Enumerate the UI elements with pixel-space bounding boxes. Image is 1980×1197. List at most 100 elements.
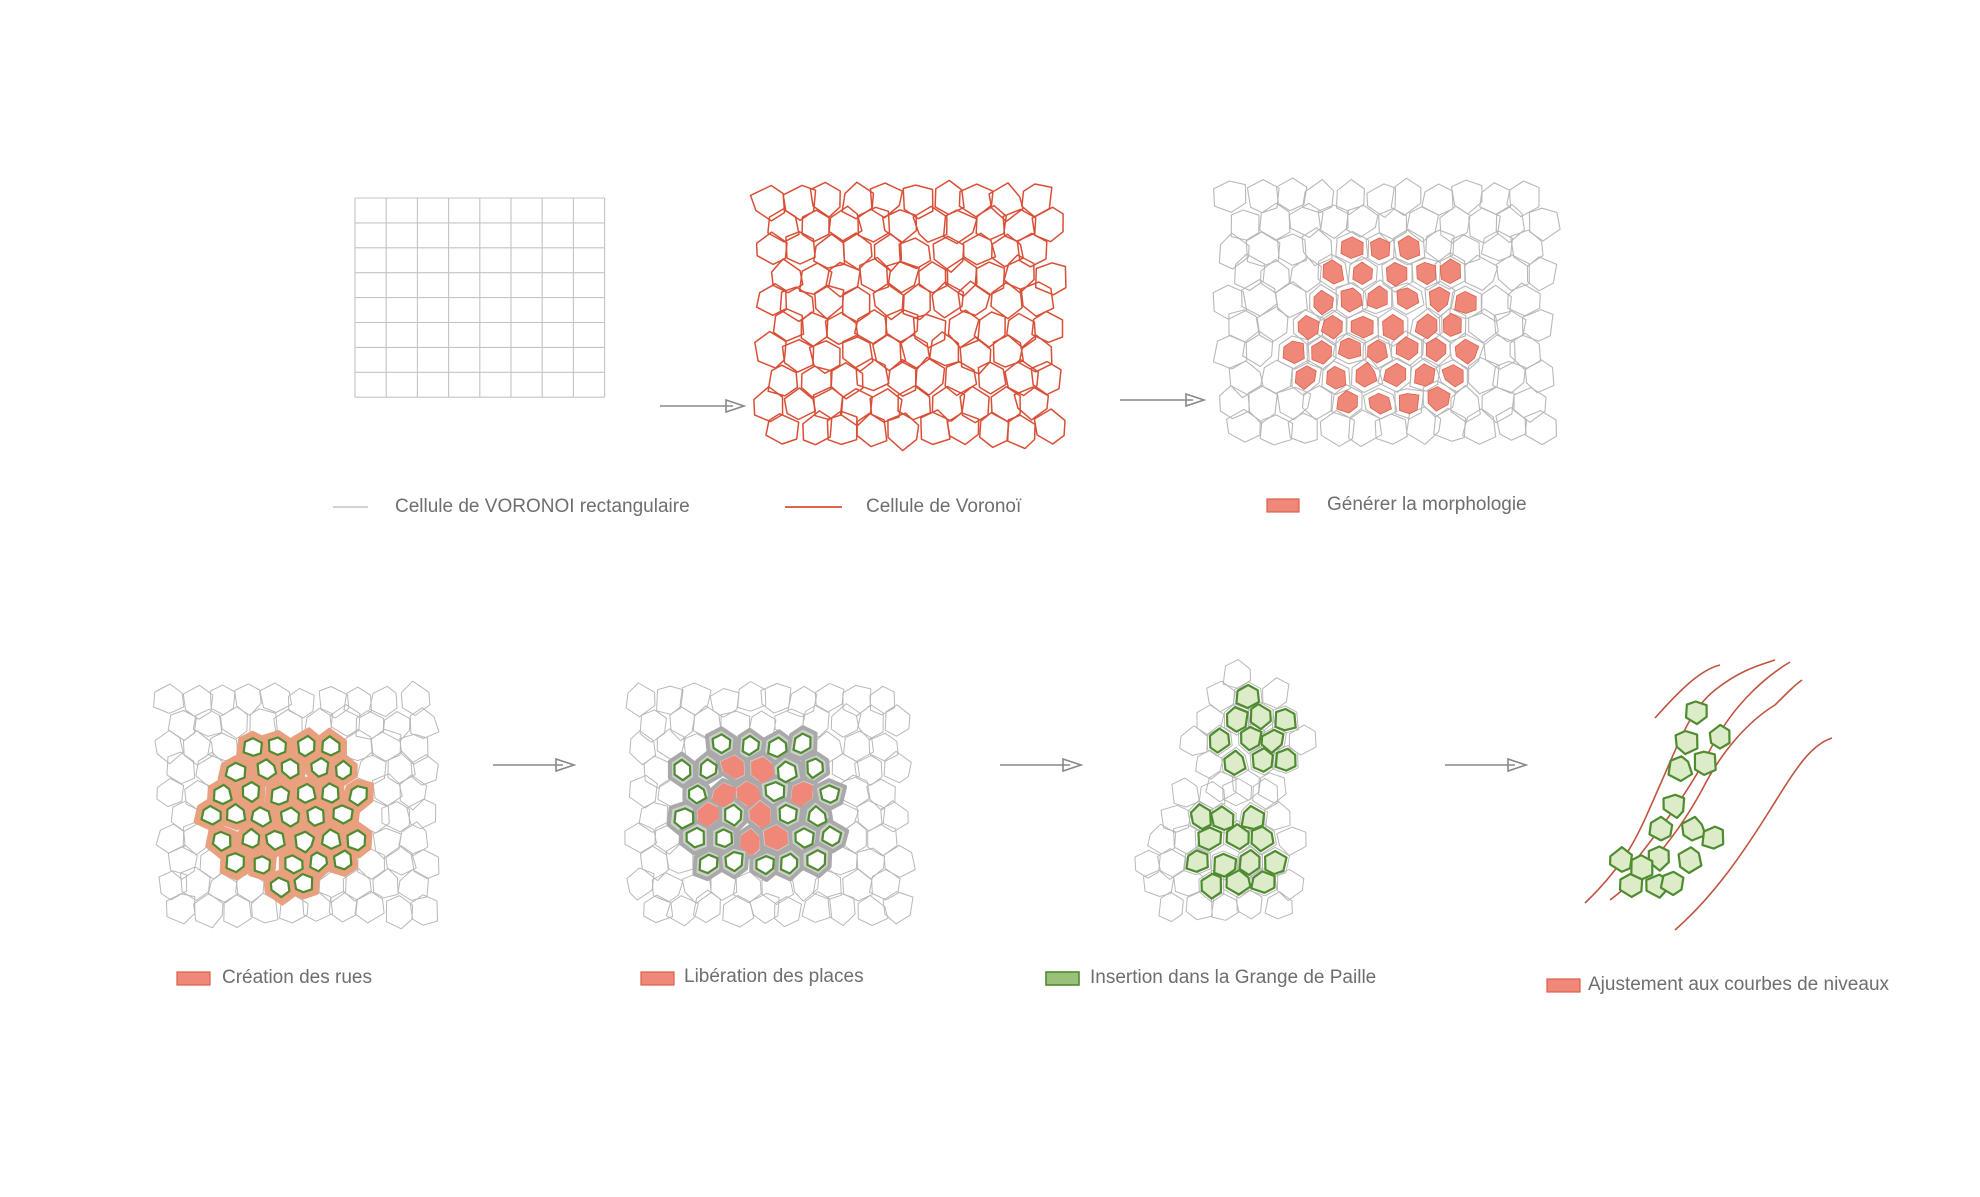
green-building-blocks [1185, 683, 1297, 900]
voronoi-cell [781, 338, 815, 373]
voronoi-cell [802, 410, 833, 446]
voronoi-cell [856, 800, 886, 832]
building-block [1223, 749, 1247, 776]
voronoi-cell [991, 233, 1024, 268]
building-block [794, 827, 815, 849]
legend-insertion: Insertion dans la Grange de Paille [1045, 967, 1376, 988]
building-block [1251, 746, 1275, 773]
building-block [807, 805, 828, 828]
voronoi-cell [372, 827, 402, 860]
voronoi-cell [397, 869, 429, 901]
voronoi-cell [974, 261, 1006, 296]
legend-label: Cellule de VORONOI rectangulaire [395, 496, 690, 517]
morphology-cell [1428, 286, 1451, 313]
voronoi-cell [1302, 178, 1335, 214]
building-block [1185, 849, 1209, 873]
panel-rectangular-grid [354, 197, 606, 398]
voronoi-cell [1031, 310, 1064, 344]
voronoi-cell [853, 309, 888, 345]
voronoi-cell [749, 892, 780, 924]
morphology-cell [1366, 285, 1388, 310]
faint-voronoi-clusters [1134, 659, 1317, 922]
arrow-right-icon [660, 398, 747, 414]
voronoi-cell [369, 685, 398, 718]
voronoi-cell [1495, 406, 1528, 441]
voronoi-cell [883, 844, 916, 878]
voronoi-cell [370, 728, 402, 762]
voronoi-cell [354, 890, 385, 924]
building-block [1647, 845, 1670, 872]
voronoi-cell [385, 845, 417, 876]
morphology-cell [1383, 362, 1407, 388]
voronoi-cell [1513, 386, 1547, 423]
rectangular-grid [354, 197, 606, 398]
voronoi-cell [1013, 386, 1050, 421]
arrow-right-icon [1000, 757, 1084, 773]
legend-label: Insertion dans la Grange de Paille [1090, 967, 1376, 988]
voronoi-cell [1242, 330, 1274, 368]
building-block [1659, 870, 1685, 897]
voronoi-cell [1348, 409, 1383, 448]
building-block [699, 758, 718, 780]
building-block [776, 760, 798, 784]
voronoi-cell [842, 868, 873, 902]
voronoi-cell [381, 801, 410, 833]
voronoi-cell [1315, 309, 1348, 346]
voronoi-cell [1335, 178, 1365, 215]
voronoi-cell [1317, 253, 1350, 291]
building-block [200, 804, 222, 826]
voronoi-cell [975, 204, 1007, 241]
voronoi-cell [1289, 256, 1322, 293]
voronoi-cell [801, 209, 830, 243]
voronoi-cell [1179, 725, 1209, 756]
legend-contours: Ajustement aux courbes de niveaux [1546, 974, 1890, 995]
voronoi-cell [1495, 204, 1525, 244]
voronoi-cell [1449, 332, 1485, 371]
voronoi-cell [318, 686, 350, 719]
voronoi-cell [957, 280, 991, 317]
building-block [755, 854, 775, 876]
voronoi-cell [814, 682, 845, 713]
voronoi-cell [207, 732, 239, 762]
legend-swatch-salmon [1266, 498, 1300, 513]
legend-label: Ajustement aux courbes de niveaux [1588, 974, 1890, 995]
building-block [1701, 825, 1725, 850]
voronoi-cell [1306, 334, 1337, 371]
public-square [720, 755, 745, 779]
building-block [1648, 815, 1674, 842]
voronoi-cell [824, 311, 859, 346]
voronoi-cell [1258, 772, 1287, 804]
morphology-cell [1382, 313, 1404, 341]
building-block [1225, 869, 1252, 896]
building-block [1189, 803, 1212, 831]
voronoi-cell [857, 206, 891, 243]
building-block [685, 826, 706, 849]
voronoi-cell [1212, 334, 1248, 370]
arrow-right-icon [1120, 392, 1207, 408]
voronoi-cell-grid [749, 179, 1067, 452]
building-block [296, 782, 317, 804]
voronoi-cell [1158, 891, 1184, 922]
voronoi-cell [1276, 233, 1307, 266]
voronoi-cell [928, 331, 960, 367]
voronoi-cell [409, 707, 440, 740]
morphology-cell [1414, 313, 1438, 340]
voronoi-cell [887, 358, 918, 397]
building-block [1197, 826, 1223, 852]
voronoi-cell [625, 682, 656, 718]
voronoi-cell [328, 891, 358, 923]
voronoi-cell [1301, 385, 1333, 421]
voronoi-cell [1510, 229, 1544, 267]
voronoi-cell [1210, 850, 1240, 881]
voronoi-cell [977, 361, 1007, 395]
voronoi-cell [1433, 407, 1467, 442]
voronoi-cell [1234, 253, 1266, 292]
voronoi-cell [692, 889, 721, 924]
morphology-cell [1439, 258, 1461, 285]
building-block [296, 734, 316, 758]
voronoi-cell [932, 235, 965, 273]
voronoi-cell [709, 688, 740, 718]
voronoi-cell [1219, 385, 1250, 420]
voronoi-cell [1335, 282, 1368, 319]
voronoi-cell [869, 182, 904, 219]
